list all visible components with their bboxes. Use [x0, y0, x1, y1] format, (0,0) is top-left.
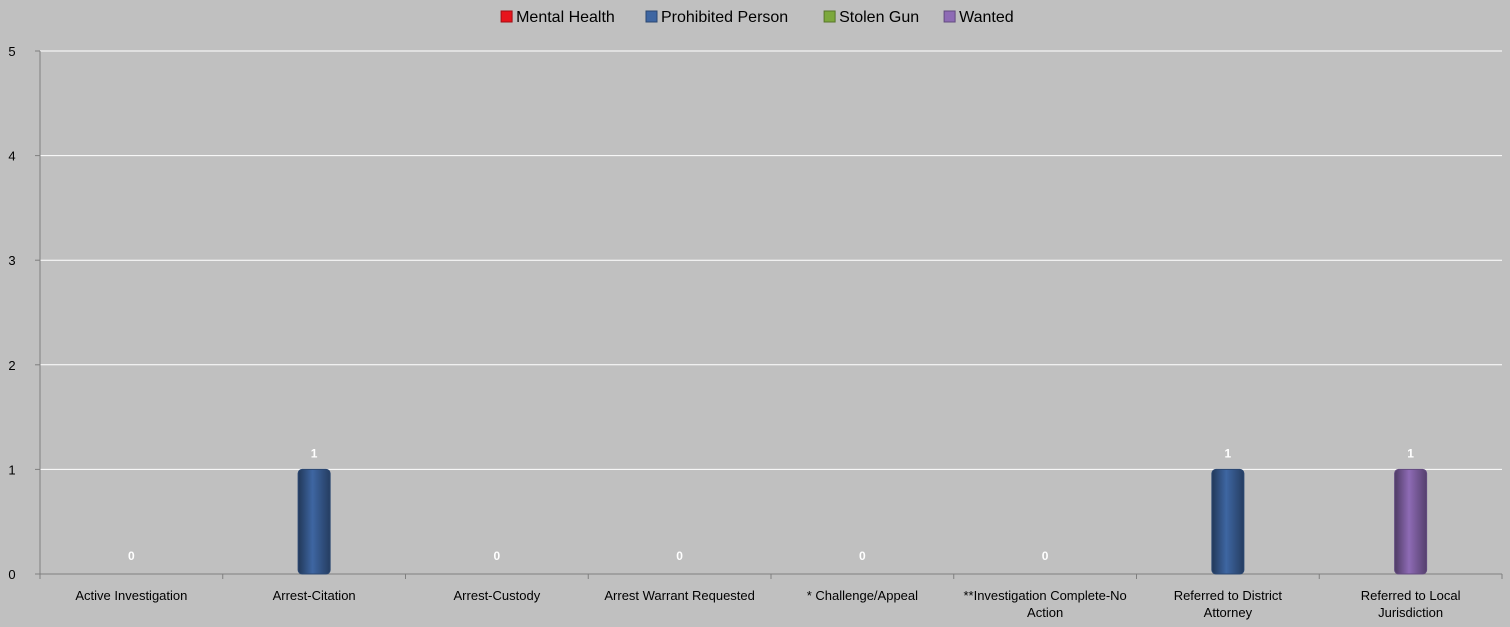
- legend-label-stolen-gun: Stolen Gun: [839, 9, 919, 26]
- legend-label-mental-health: Mental Health: [516, 9, 615, 26]
- legend-swatch-prohibited-person: [645, 10, 658, 23]
- bar-prohibited-person: [297, 468, 331, 575]
- data-label: 0: [494, 549, 501, 563]
- x-category-label: Jurisdiction: [1378, 605, 1443, 620]
- legend-swatch-stolen-gun: [823, 10, 836, 23]
- x-category-label: Arrest-Custody: [454, 588, 541, 603]
- y-tick-label: 5: [8, 44, 15, 59]
- y-tick-label: 2: [8, 358, 15, 373]
- legend-label-prohibited-person: Prohibited Person: [661, 9, 788, 26]
- bar-prohibited-person: [1211, 468, 1245, 575]
- y-tick-label: 3: [8, 253, 15, 268]
- data-label: 0: [1042, 549, 1049, 563]
- data-label: 1: [1225, 446, 1232, 460]
- legend-swatch-wanted: [943, 10, 956, 23]
- data-label: 0: [128, 549, 135, 563]
- x-category-label: Referred to District: [1174, 588, 1283, 603]
- data-label: 1: [1407, 446, 1414, 460]
- x-category-label: * Challenge/Appeal: [807, 588, 918, 603]
- x-category-label: **Investigation Complete-No: [963, 588, 1126, 603]
- y-tick-label: 1: [8, 462, 15, 477]
- x-category-label: Referred to Local: [1361, 588, 1461, 603]
- x-category-label: Arrest-Citation: [273, 588, 356, 603]
- x-category-label: Attorney: [1204, 605, 1253, 620]
- y-tick-label: 0: [8, 567, 15, 582]
- bar-wanted: [1394, 468, 1428, 575]
- x-category-label: Arrest Warrant Requested: [604, 588, 755, 603]
- x-category-label: Action: [1027, 605, 1063, 620]
- data-label: 1: [311, 446, 318, 460]
- y-tick-label: 4: [8, 149, 15, 164]
- data-label: 0: [676, 549, 683, 563]
- x-category-label: Active Investigation: [75, 588, 187, 603]
- data-label: 0: [859, 549, 866, 563]
- legend-swatch-mental-health: [500, 10, 513, 23]
- legend-label-wanted: Wanted: [959, 9, 1014, 26]
